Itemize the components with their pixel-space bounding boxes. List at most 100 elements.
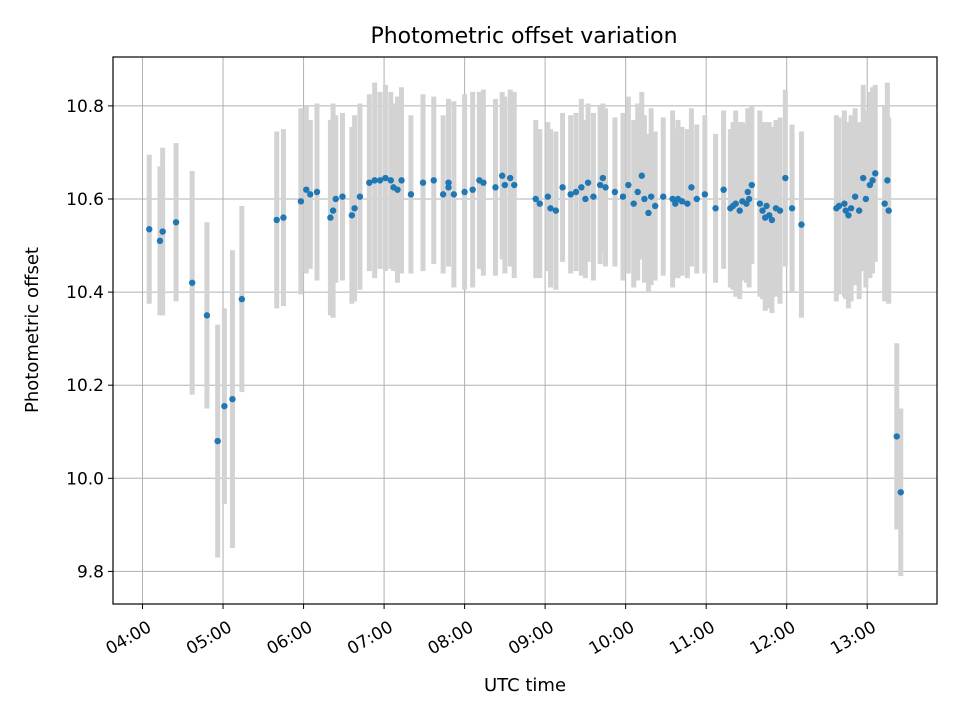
data-point — [582, 195, 589, 203]
data-point — [630, 200, 637, 207]
y-axis-ticks: 9.8 10.0 10.2 10.4 10.6 10.8 — [66, 97, 113, 582]
data-point — [759, 207, 766, 214]
data-point — [146, 226, 153, 233]
x-tick-label: 11:00 — [666, 617, 718, 659]
data-point — [559, 184, 566, 191]
data-point — [297, 198, 305, 205]
data-point — [798, 221, 805, 228]
data-point — [578, 184, 585, 191]
data-point — [776, 207, 784, 214]
data-point — [156, 237, 164, 245]
data-point — [387, 177, 394, 184]
x-tick-label: 05:00 — [183, 617, 235, 659]
x-axis-ticks: 04:00 05:00 06:00 07:00 08:00 09:00 10:00 11:00… — [103, 604, 880, 659]
data-point — [748, 181, 756, 189]
gridlines — [113, 57, 937, 604]
data-point — [756, 200, 764, 207]
data-point — [881, 200, 888, 207]
data-point — [611, 188, 619, 196]
data-point — [645, 209, 652, 217]
data-point — [172, 219, 180, 226]
data-point — [872, 170, 879, 177]
data-point — [884, 177, 891, 184]
data-point — [544, 193, 552, 200]
data-point — [766, 212, 773, 219]
data-point — [885, 207, 892, 214]
data-point — [855, 207, 863, 214]
data-point — [842, 207, 849, 214]
data-point — [214, 437, 221, 445]
data-point — [584, 179, 592, 186]
data-point — [619, 193, 627, 200]
data-point — [376, 177, 384, 184]
y-tick-label: 10.4 — [66, 283, 104, 303]
data-point — [394, 186, 401, 193]
data-point — [339, 193, 346, 200]
data-point — [841, 200, 848, 207]
data-point — [238, 295, 246, 303]
x-tick-label: 12:00 — [747, 617, 799, 659]
data-point — [684, 200, 691, 207]
data-point — [745, 195, 753, 203]
x-tick-label: 09:00 — [505, 617, 557, 659]
data-point — [634, 188, 641, 196]
data-point — [859, 174, 867, 182]
data-point — [893, 433, 900, 440]
data-point — [327, 214, 334, 221]
data-point — [430, 177, 437, 184]
data-point — [744, 188, 751, 196]
data-point — [743, 200, 750, 207]
data-point — [897, 489, 904, 496]
y-tick-label: 10.8 — [66, 97, 104, 117]
data-point — [672, 200, 679, 207]
x-tick-label: 13:00 — [827, 617, 879, 659]
data-point — [450, 191, 458, 198]
data-point — [307, 191, 314, 198]
data-point — [501, 181, 509, 189]
data-point — [511, 181, 518, 189]
data-point — [407, 191, 415, 198]
plot-frame — [112, 56, 938, 605]
data-point — [638, 172, 645, 179]
data-point — [647, 193, 655, 200]
data-point — [845, 212, 852, 219]
data-point — [851, 193, 859, 200]
data-point — [159, 228, 166, 235]
y-tick-label: 10.6 — [66, 190, 104, 210]
data-point — [398, 177, 405, 184]
data-point — [599, 174, 607, 182]
data-point — [625, 181, 632, 189]
x-axis-label: UTC time — [484, 675, 566, 696]
data-point — [701, 191, 709, 198]
data-point — [419, 179, 427, 186]
data-point — [641, 195, 648, 203]
x-tick-label: 07:00 — [344, 617, 396, 659]
data-point — [229, 395, 236, 403]
data-point — [835, 202, 843, 210]
data-point — [862, 195, 870, 203]
data-point — [498, 172, 506, 179]
data-point — [188, 279, 196, 286]
data-point — [439, 191, 447, 198]
data-point — [590, 193, 597, 200]
data-points — [146, 170, 904, 496]
data-point — [536, 200, 543, 207]
data-point — [445, 184, 452, 191]
data-point — [329, 207, 337, 214]
data-point — [669, 195, 676, 203]
data-point — [348, 212, 356, 219]
data-point — [693, 195, 700, 203]
x-tick-label: 10:00 — [586, 617, 638, 659]
data-point — [371, 177, 378, 184]
x-tick-label: 08:00 — [425, 617, 477, 659]
data-point — [547, 205, 554, 212]
data-point — [866, 181, 874, 189]
data-point — [366, 179, 373, 186]
data-point — [712, 205, 719, 212]
data-point — [351, 205, 358, 212]
data-point — [280, 214, 287, 221]
data-point — [782, 174, 789, 182]
data-point — [356, 193, 364, 200]
data-point — [273, 216, 280, 224]
chart-title: Photometric offset variation — [370, 24, 677, 49]
